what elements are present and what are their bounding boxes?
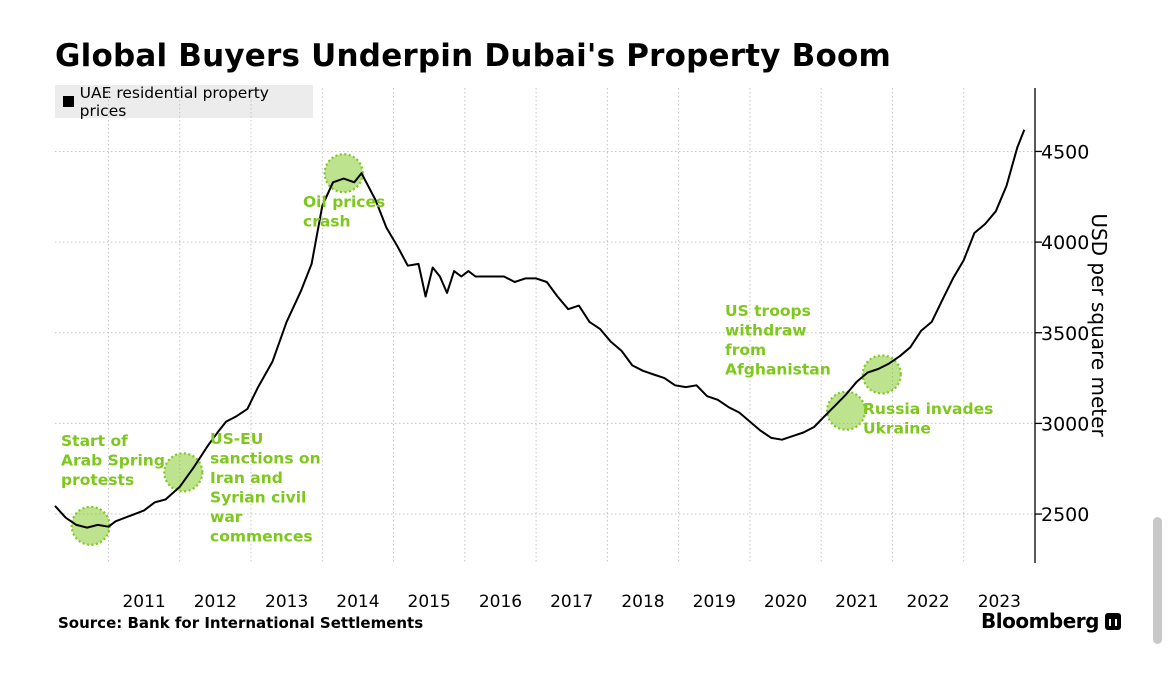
annotation-line: Iran and [210, 469, 283, 487]
annotation-line: protests [61, 471, 134, 489]
legend: UAE residential property prices [55, 83, 313, 120]
annotation-oil-crash: Oil prices crash [303, 193, 385, 231]
annotation-line: Afghanistan [725, 361, 831, 379]
annotation-line: crash [303, 213, 351, 231]
x-tick-label: 2011 [122, 592, 165, 612]
bloomberg-terminal-icon [1104, 612, 1121, 630]
y-tick-label: 2500 [1041, 504, 1089, 526]
x-tick-label: 2022 [906, 592, 949, 612]
y-tick-label: 3500 [1041, 323, 1089, 345]
annotation-line: Oil prices [303, 193, 385, 211]
chart-title: Global Buyers Underpin Dubai's Property … [55, 38, 892, 74]
annotation-line: Russia invades [863, 400, 993, 418]
annotation-line: war [210, 508, 243, 526]
annotation-russia-ukraine: Russia invades Ukraine [863, 400, 993, 438]
event-markers [70, 153, 902, 546]
bloomberg-logo: Bloomberg [981, 609, 1121, 633]
x-tick-label: 2015 [408, 592, 451, 612]
event-marker-russia-ukraine [861, 354, 902, 395]
x-tick-label: 2020 [764, 592, 807, 612]
y-axis-label: USD per square meter [1087, 213, 1111, 437]
y-tick-label: 3000 [1041, 413, 1089, 435]
y-tick-label: 4500 [1041, 141, 1089, 163]
axes [1034, 88, 1042, 563]
annotation-line: US-EU [210, 430, 263, 448]
annotation-line: Ukraine [863, 420, 931, 438]
annotation-line: sanctions on [210, 450, 321, 468]
annotation-line: Start of [61, 432, 128, 450]
annotation-line: withdraw [725, 322, 807, 340]
legend-swatch [63, 96, 74, 107]
x-tick-label: 2023 [978, 592, 1021, 612]
x-tick-label: 2013 [265, 592, 308, 612]
annotation-line: Syrian civil [210, 489, 306, 507]
x-tick-label: 2016 [479, 592, 522, 612]
annotation-us-eu-sanctions: US-EU sanctions on Iran and Syrian civil war… [210, 430, 321, 546]
x-tick-label: 2012 [194, 592, 237, 612]
annotation-us-afghanistan: US troops withdraw from Afghanistan [725, 302, 831, 379]
x-tick-label: 2019 [693, 592, 736, 612]
series [54, 129, 1026, 529]
source-note: Source: Bank for International Settlemen… [58, 614, 424, 632]
annotation-arab-spring: Start of Arab Spring protests [61, 432, 165, 489]
event-marker-us-afghanistan [826, 390, 867, 431]
vertical-scrollbar[interactable] [1153, 517, 1162, 644]
gridlines [55, 88, 1035, 563]
annotations: Start of Arab Spring protests US-EU sanction… [61, 193, 993, 546]
tick-labels: 2500 3000 3500 4000 4500 2011 2012 2013 2014 2015… [122, 141, 1089, 612]
annotation-line: US troops [725, 302, 811, 320]
y-tick-label: 4000 [1041, 232, 1089, 254]
x-tick-label: 2021 [835, 592, 878, 612]
annotation-line: from [725, 341, 766, 359]
legend-label: UAE residential property prices [79, 83, 269, 120]
event-marker-us-eu-sanctions [163, 452, 204, 493]
annotation-line: Arab Spring [61, 452, 165, 470]
annotation-line: commences [210, 528, 313, 546]
x-tick-label: 2014 [336, 592, 379, 612]
x-tick-label: 2018 [621, 592, 664, 612]
series-line-uae-prices [54, 129, 1026, 529]
brand-name: Bloomberg [981, 609, 1099, 633]
x-tick-label: 2017 [550, 592, 593, 612]
